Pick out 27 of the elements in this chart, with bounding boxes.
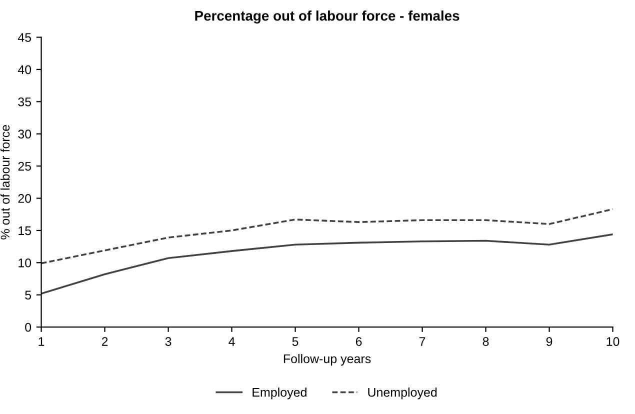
x-tick-label: 2 <box>102 337 108 346</box>
y-tick-label: 35 <box>18 97 32 106</box>
x-tick-label: 1 <box>38 337 44 346</box>
y-tick-label: 5 <box>25 290 32 300</box>
chart-title: Percentage out of labour force - females <box>195 10 460 24</box>
legend-label: Unemployed <box>368 388 437 400</box>
x-tick-label: 6 <box>356 337 362 346</box>
y-tick-label: 45 <box>18 33 32 42</box>
line-series <box>41 233 613 294</box>
x-tick-label: 4 <box>228 337 235 346</box>
y-tick-label: 15 <box>18 226 32 236</box>
y-tick-label: 40 <box>18 65 32 74</box>
x-tick-label: 3 <box>165 337 172 346</box>
y-tick-label: 30 <box>18 130 32 139</box>
legend-label: Employed <box>252 388 306 400</box>
x-tick-label: 5 <box>292 337 298 346</box>
y-tick-label: 0 <box>25 322 32 332</box>
x-tick-label: 8 <box>482 337 489 346</box>
y-tick-label: 20 <box>18 194 32 203</box>
y-tick-label: 25 <box>18 162 32 171</box>
y-axis-title: % out of labour force <box>0 125 10 240</box>
x-axis-title: Follow-up years <box>284 354 371 366</box>
x-tick-label: 10 <box>606 337 620 346</box>
x-tick-label: 9 <box>546 337 552 346</box>
x-tick-label: 7 <box>419 337 426 346</box>
line-series <box>41 208 613 264</box>
y-tick-label: 10 <box>18 258 32 268</box>
